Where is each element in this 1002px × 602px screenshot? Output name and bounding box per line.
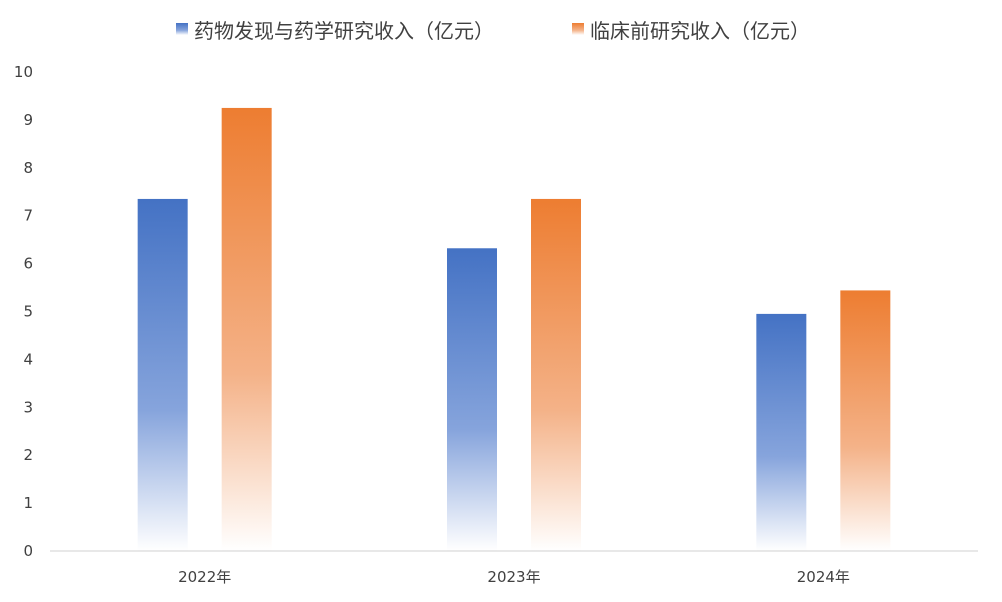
- y-tick-label-0: 0: [23, 542, 33, 560]
- y-tick-label-6: 6: [23, 255, 33, 273]
- x-tick-label-0: 2022年: [178, 568, 231, 586]
- bars: [137, 107, 891, 552]
- legend-label-1: 药物发现与药学研究收入（亿元）: [194, 19, 494, 43]
- y-tick-label-9: 9: [23, 111, 33, 129]
- bar-series-1-1: [447, 248, 497, 551]
- bar-series-2-2: [840, 290, 891, 551]
- y-tick-label-8: 8: [23, 159, 33, 177]
- legend-item-2: 临床前研究收入（亿元）: [572, 19, 810, 43]
- x-tick-label-1: 2023年: [487, 568, 540, 586]
- x-tick-label-2: 2024年: [797, 568, 850, 586]
- x-axis-ticks: 2022年 2023年 2024年: [178, 568, 850, 586]
- y-tick-label-1: 1: [23, 494, 33, 512]
- y-axis-ticks: 0 1 2 3 4 5 6 7 8 9 10: [14, 63, 33, 560]
- bar-series-1-0: [137, 198, 188, 551]
- bar-series-2-0: [221, 107, 272, 552]
- y-tick-label-3: 3: [23, 398, 33, 416]
- bar-series-2-1: [531, 198, 581, 551]
- y-tick-label-2: 2: [23, 446, 33, 464]
- y-tick-label-4: 4: [23, 350, 33, 368]
- y-tick-label-5: 5: [23, 303, 33, 321]
- legend-swatch-2: [572, 23, 584, 35]
- legend-swatch-1: [176, 23, 188, 35]
- y-tick-label-7: 7: [23, 207, 33, 225]
- y-tick-label-10: 10: [14, 63, 33, 81]
- legend-item-1: 药物发现与药学研究收入（亿元）: [176, 19, 494, 43]
- bar-series-1-2: [756, 313, 807, 551]
- legend: 药物发现与药学研究收入（亿元） 临床前研究收入（亿元）: [176, 19, 810, 43]
- legend-label-2: 临床前研究收入（亿元）: [590, 19, 810, 43]
